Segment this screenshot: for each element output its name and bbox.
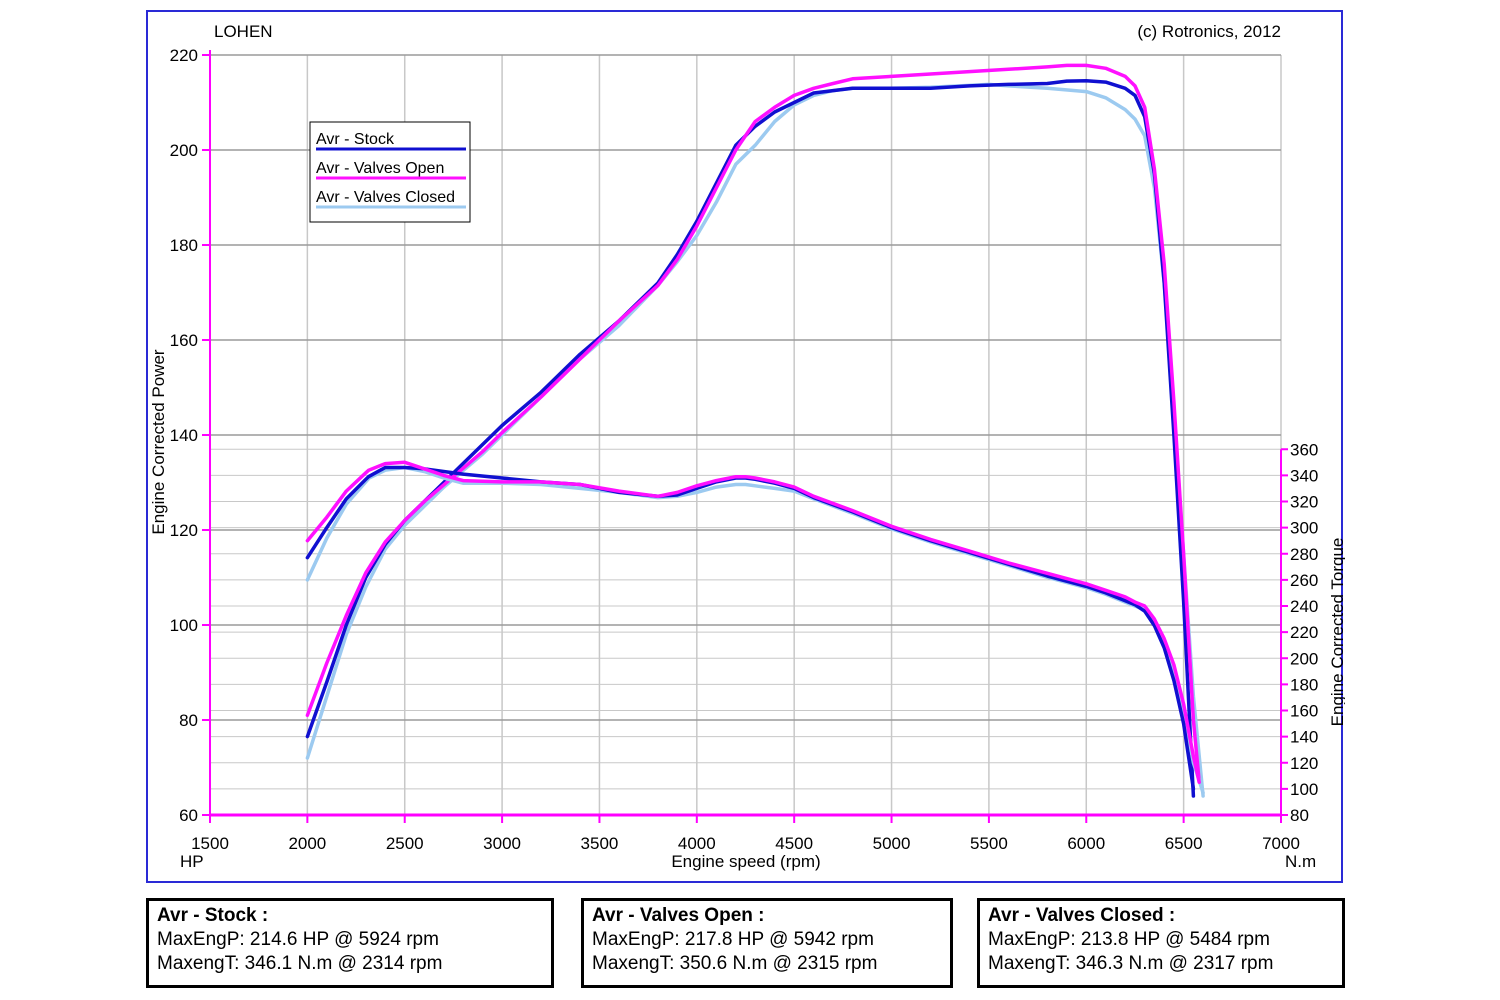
summary-max-power: MaxEngP: 214.6 HP @ 5924 rpm xyxy=(157,929,439,950)
y-tick-label-right: 280 xyxy=(1290,545,1318,564)
x-tick-label: 5500 xyxy=(970,834,1008,853)
legend-label-stock: Avr - Stock xyxy=(316,131,395,148)
x-tick-label: 5000 xyxy=(873,834,911,853)
series-lines xyxy=(305,63,1205,798)
y-tick-label-left: 80 xyxy=(179,711,198,730)
x-tick-label: 3000 xyxy=(483,834,521,853)
y-tick-label-left: 220 xyxy=(170,46,198,65)
summary-max-torque: MaxengT: 346.3 N.m @ 2317 rpm xyxy=(988,953,1274,974)
x-tick-label: 3500 xyxy=(581,834,619,853)
summary-max-power: MaxEngP: 217.8 HP @ 5942 rpm xyxy=(592,929,874,950)
series-line-avr-valves-closed-power xyxy=(305,82,1205,798)
header-left-text: LOHEN xyxy=(214,22,273,41)
series-line-avr-valves-open-power xyxy=(305,63,1201,784)
x-tick-label: 6500 xyxy=(1165,834,1203,853)
x-tick-label: 1500 xyxy=(191,834,229,853)
header-right-text: (c) Rotronics, 2012 xyxy=(1137,22,1281,41)
summary-max-torque: MaxengT: 346.1 N.m @ 2314 rpm xyxy=(157,953,443,974)
y-axis-label-right: Engine Corrected Torque xyxy=(1328,538,1345,727)
summary-title: Avr - Valves Open : xyxy=(592,905,765,926)
axes: 60 80 100 120 140 160 180 200 220 80 100 120 140 160 1… xyxy=(170,46,1319,853)
y-tick-label-right: 320 xyxy=(1290,493,1318,512)
series-line-avr-valves-closed-torque xyxy=(305,465,1205,795)
y-tick-label-right: 140 xyxy=(1290,728,1318,747)
x-axis-label: Engine speed (rpm) xyxy=(671,852,820,871)
y-tick-label-right: 180 xyxy=(1290,675,1318,694)
y-tick-label-left: 200 xyxy=(170,141,198,160)
x-tick-label: 2500 xyxy=(386,834,424,853)
summary-max-torque: MaxengT: 350.6 N.m @ 2315 rpm xyxy=(592,953,878,974)
y-tick-label-right: 80 xyxy=(1290,806,1309,825)
summary-box-stock: Avr - Stock : MaxEngP: 214.6 HP @ 5924 r… xyxy=(146,898,554,988)
y-tick-label-left: 60 xyxy=(179,806,198,825)
y-tick-label-left: 140 xyxy=(170,426,198,445)
series-line-avr-stock-torque xyxy=(305,465,1196,791)
y-tick-label-right: 360 xyxy=(1290,440,1318,459)
x-tick-label: 6000 xyxy=(1067,834,1105,853)
x-unit-right: N.m xyxy=(1285,852,1316,871)
y-axis-label-left: Engine Corrected Power xyxy=(149,349,168,535)
x-tick-label: 2000 xyxy=(288,834,326,853)
summary-box-valves-closed: Avr - Valves Closed : MaxEngP: 213.8 HP … xyxy=(977,898,1345,988)
y-tick-label-right: 240 xyxy=(1290,597,1318,616)
summary-max-power: MaxEngP: 213.8 HP @ 5484 rpm xyxy=(988,929,1270,950)
chart-frame: 60 80 100 120 140 160 180 200 220 80 100 120 140 160 1… xyxy=(146,10,1345,883)
y-tick-label-left: 120 xyxy=(170,521,198,540)
y-tick-label-left: 100 xyxy=(170,616,198,635)
y-tick-label-left: 160 xyxy=(170,331,198,350)
legend-label-valves-open: Avr - Valves Open xyxy=(316,160,444,177)
y-tick-label-right: 200 xyxy=(1290,649,1318,668)
y-tick-label-right: 220 xyxy=(1290,623,1318,642)
y-tick-label-right: 300 xyxy=(1290,519,1318,538)
y-tick-label-right: 340 xyxy=(1290,466,1318,485)
legend-label-valves-closed: Avr - Valves Closed xyxy=(316,189,455,206)
x-unit-left: HP xyxy=(180,852,204,871)
summary-box-valves-open: Avr - Valves Open : MaxEngP: 217.8 HP @ … xyxy=(581,898,953,988)
y-tick-label-right: 100 xyxy=(1290,780,1318,799)
y-tick-label-left: 180 xyxy=(170,236,198,255)
legend-box xyxy=(309,121,471,223)
y-tick-label-right: 160 xyxy=(1290,702,1318,721)
x-tick-label: 4500 xyxy=(775,834,813,853)
legend: Avr - Stock Avr - Valves Open Avr - Valv… xyxy=(309,121,471,223)
summary-title: Avr - Valves Closed : xyxy=(988,905,1176,926)
summary-title: Avr - Stock : xyxy=(157,905,269,926)
x-tick-label: 7000 xyxy=(1262,834,1300,853)
y-tick-label-right: 260 xyxy=(1290,571,1318,590)
x-tick-label: 4000 xyxy=(678,834,716,853)
series-line-avr-valves-open-torque xyxy=(305,460,1201,785)
dyno-chart: 60 80 100 120 140 160 180 200 220 80 100 120 140 160 1… xyxy=(149,22,1345,871)
y-tick-label-right: 120 xyxy=(1290,754,1318,773)
